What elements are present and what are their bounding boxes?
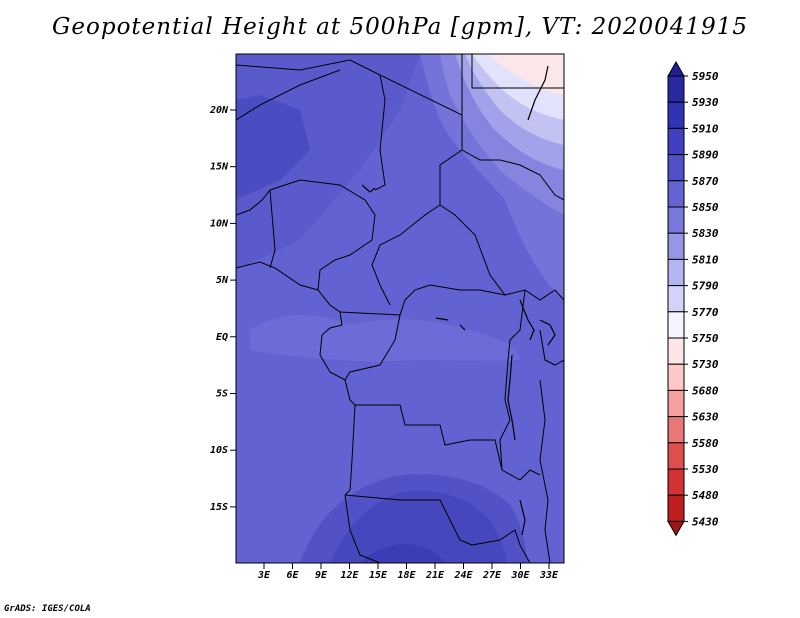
colorbar-label: 5950	[692, 70, 719, 83]
footer-credit: GrADS: IGES/COLA	[4, 604, 91, 614]
colorbar-label: 5910	[692, 122, 719, 135]
colorbar-swatch	[667, 232, 685, 260]
colorbar-label: 5680	[692, 384, 719, 397]
colorbar-swatch	[667, 101, 685, 129]
red-sea-coast	[527, 65, 549, 121]
field-east-pink	[488, 54, 564, 95]
field-south-dark3	[360, 544, 445, 563]
colorbar-swatch	[667, 389, 685, 418]
colorbar-label: 5580	[692, 437, 719, 450]
colorbar-swatch	[667, 337, 685, 365]
colorbar-label: 5870	[692, 175, 719, 188]
colorbar-label: 5480	[692, 489, 719, 502]
lon-tick-label: 21E	[425, 570, 445, 581]
colorbar-label: 5810	[692, 253, 719, 266]
country-borders	[236, 54, 564, 563]
colorbar-swatch	[667, 75, 685, 103]
colorbar-label: 5890	[692, 149, 719, 162]
field-south-dark2	[330, 491, 507, 563]
lon-tick-label: 27E	[482, 570, 502, 581]
colorbar-label: 5830	[692, 227, 719, 240]
colorbar-swatch	[667, 206, 685, 234]
colorbar-label: 5430	[692, 515, 719, 528]
lon-tick-label: 6E	[286, 570, 299, 581]
colorbar-label: 5850	[692, 201, 719, 214]
lon-tick-label: 33E	[539, 570, 559, 581]
field-west-deep	[236, 95, 310, 200]
lat-tick-label: 5S	[216, 389, 228, 400]
lat-tick-label: 15N	[210, 162, 229, 173]
colorbar-label: 5730	[692, 358, 719, 371]
lat-axis: 20N 15N 10N 5N EQ 5S 10S 15S	[209, 105, 236, 513]
height-field	[236, 54, 564, 563]
colorbar-top-arrow	[667, 60, 685, 77]
colorbar-label: 5530	[692, 463, 719, 476]
lat-tick-label: 10N	[210, 218, 229, 229]
colorbar-swatch	[667, 494, 685, 522]
map-frame	[235, 53, 565, 564]
colorbar-label: 5770	[692, 306, 719, 319]
lat-tick-label: 15S	[210, 502, 228, 513]
colorbar-swatch	[667, 363, 685, 391]
colorbar-label: 5790	[692, 280, 719, 293]
lon-tick-label: 3E	[257, 570, 271, 581]
colorbar: 5950 5930 5910 5890 5870 5850 5830 5810 5790 5770…	[667, 60, 719, 537]
colorbar-swatch	[667, 154, 685, 182]
lon-tick-label: 18E	[397, 570, 416, 581]
lon-tick-label: 24E	[453, 570, 473, 581]
colorbar-label: 5630	[692, 411, 719, 424]
colorbar-swatch	[667, 468, 685, 496]
colorbar-swatch	[667, 127, 685, 156]
lon-tick-label: 30E	[510, 570, 530, 581]
lon-tick-label: 9E	[315, 570, 328, 581]
lon-tick-label: 15E	[369, 570, 388, 581]
lat-tick-label: EQ	[216, 332, 228, 343]
field-equator-light	[250, 315, 520, 362]
colorbar-label: 5930	[692, 96, 719, 109]
lakes	[361, 184, 556, 536]
lon-tick-label: 12E	[340, 570, 359, 581]
colorbar-swatch	[667, 180, 685, 208]
colorbar-bottom-arrow	[667, 520, 685, 537]
colorbar-swatch	[667, 258, 685, 287]
colorbar-swatch	[667, 285, 685, 313]
colorbar-swatch	[667, 416, 685, 444]
colorbar-swatch	[667, 442, 685, 470]
colorbar-label: 5750	[692, 332, 719, 345]
chart-title: Geopotential Height at 500hPa [gpm], VT:…	[52, 14, 748, 40]
colorbar-swatch	[667, 311, 685, 339]
lon-axis: 3E 6E 9E 12E 15E 18E 21E 24E 27E 30E 33E	[257, 563, 559, 581]
lat-tick-label: 20N	[209, 105, 229, 116]
lat-tick-label: 5N	[216, 275, 229, 286]
lat-tick-label: 10S	[210, 445, 228, 456]
